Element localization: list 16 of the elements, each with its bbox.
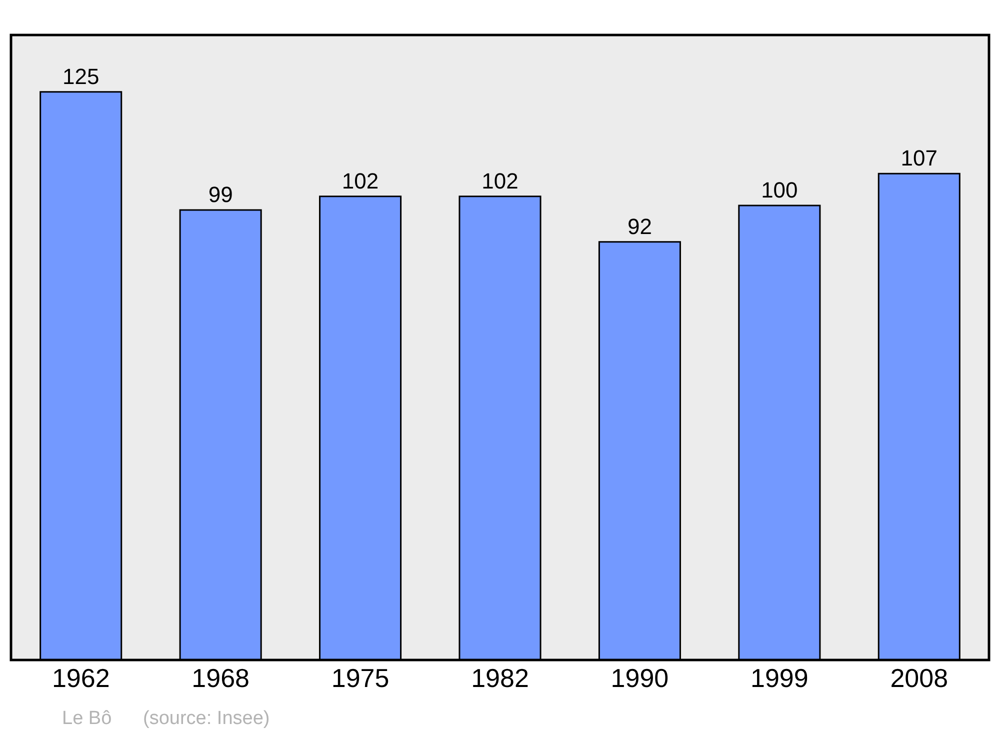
x-tick-label: 1975	[331, 663, 390, 693]
data-label: 125	[62, 64, 100, 89]
data-label: 102	[342, 168, 379, 194]
data-label: 100	[761, 177, 798, 202]
x-tick-label: 1962	[52, 663, 110, 693]
x-tick-label: 2008	[890, 663, 948, 693]
data-label: 99	[208, 182, 233, 207]
data-label: 102	[482, 168, 518, 194]
x-tick-label: 1968	[192, 663, 250, 693]
data-label: 107	[900, 146, 938, 171]
text: (source: Insee)	[143, 708, 270, 729]
data-label: 92	[627, 214, 652, 239]
x-tick-label: 1990	[610, 663, 669, 693]
x-tick-label: 1982	[471, 663, 529, 693]
text: Le Bô	[62, 708, 112, 729]
x-tick-label: 1999	[750, 663, 808, 693]
